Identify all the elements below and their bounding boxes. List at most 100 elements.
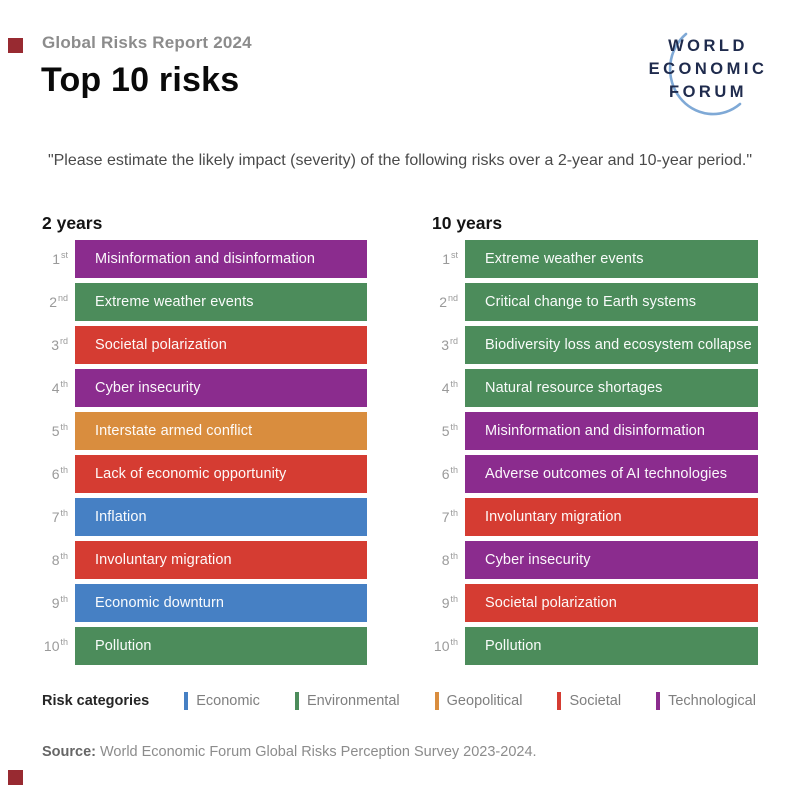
legend-label: Geopolitical (446, 693, 523, 709)
report-label: Global Risks Report 2024 (42, 33, 252, 52)
rank-value: 2 (439, 294, 447, 310)
risk-label: Interstate armed conflict (95, 423, 253, 439)
wef-logo: WORLD ECONOMIC FORUM (628, 35, 788, 104)
legend-label: Societal (569, 693, 622, 709)
risk-bar-environmental: Extreme weather events (465, 240, 758, 278)
risk-bar-environmental: Extreme weather events (75, 283, 367, 321)
risk-label: Extreme weather events (95, 294, 254, 310)
rank-value: 5 (51, 423, 60, 439)
rank-value: 2 (49, 294, 57, 310)
risk-label: Economic downturn (95, 595, 225, 611)
rank-value: 9 (441, 595, 450, 611)
risk-label: Biodiversity loss and ecosystem collapse (485, 337, 752, 353)
risk-label: Misinformation and disinformation (485, 423, 706, 439)
survey-question: "Please estimate the likely impact (seve… (47, 152, 753, 169)
source-line: Source: World Economic Forum Global Risks… (42, 744, 537, 760)
risk-bar-societal: Involuntary migration (465, 498, 758, 536)
rank-value: 9 (51, 595, 60, 611)
rank-value: 10 (433, 638, 450, 654)
risk-bar-technological: Misinformation and disinformation (465, 412, 758, 450)
rank-value: 3 (441, 337, 449, 353)
risk-label: Adverse outcomes of AI technologies (485, 466, 728, 482)
legend-label: Environmental (306, 693, 400, 709)
risk-bar-technological: Misinformation and disinformation (75, 240, 367, 278)
risk-bar-environmental: Pollution (465, 627, 758, 665)
risk-label: Involuntary migration (485, 509, 622, 525)
source-text: World Economic Forum Global Risks Percep… (100, 744, 537, 760)
rank-value: 10 (43, 638, 60, 654)
legend-tick-technological (656, 692, 661, 710)
wef-logo-line-3: FORUM (669, 83, 747, 101)
risk-label: Pollution (485, 638, 542, 654)
legend-item-environmental: Environmental (294, 692, 400, 710)
legend-item-geopolitical: Geopolitical (434, 692, 523, 710)
risk-label: Natural resource shortages (485, 380, 663, 396)
risk-label: Extreme weather events (485, 251, 644, 267)
risk-label: Misinformation and disinformation (95, 251, 316, 267)
rank-value: 8 (441, 552, 450, 568)
rank-value: 8 (51, 552, 60, 568)
risk-bar-economic: Inflation (75, 498, 367, 536)
wef-logo-line-1: WORLD (668, 37, 748, 55)
source-prefix: Source: (42, 744, 96, 760)
rank-value: 6 (51, 466, 60, 482)
risk-bar-environmental: Critical change to Earth systems (465, 283, 758, 321)
risk-bar-societal: Lack of economic opportunity (75, 455, 367, 493)
legend-item-societal: Societal (557, 692, 621, 710)
rank-value: 6 (441, 466, 450, 482)
risk-bar-societal: Societal polarization (75, 326, 367, 364)
risk-bar-technological: Adverse outcomes of AI technologies (465, 455, 758, 493)
risk-label: Pollution (95, 638, 152, 654)
wef-logo-line-2: ECONOMIC (648, 60, 768, 78)
risk-bar-economic: Economic downturn (75, 584, 367, 622)
risk-bar-technological: Cyber insecurity (75, 369, 367, 407)
risk-bar-geopolitical: Interstate armed conflict (75, 412, 367, 450)
risk-bar-technological: Cyber insecurity (465, 541, 758, 579)
legend-item-technological: Technological (656, 692, 756, 710)
risk-label: Critical change to Earth systems (485, 294, 697, 310)
legend-title: Risk categories (42, 693, 150, 709)
legend-tick-societal (557, 692, 562, 710)
legend-tick-environmental (294, 692, 299, 710)
legend-label: Economic (196, 693, 260, 709)
risk-label: Cyber insecurity (95, 380, 201, 396)
legend: Risk categories Economic Environmental Geo… (42, 691, 756, 711)
risk-label: Involuntary migration (95, 552, 232, 568)
rank-value: 4 (51, 380, 60, 396)
